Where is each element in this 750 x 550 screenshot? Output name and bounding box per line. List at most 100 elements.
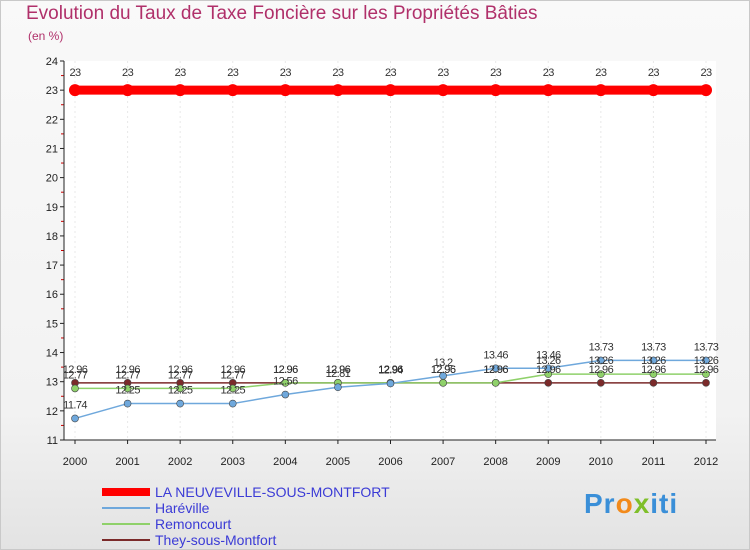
data-label: 23 bbox=[595, 67, 607, 79]
data-point bbox=[544, 379, 553, 387]
data-label: 23 bbox=[69, 67, 81, 79]
x-tick-label: 2011 bbox=[642, 456, 666, 468]
x-tick-label: 2006 bbox=[378, 456, 402, 468]
x-tick-label: 2002 bbox=[168, 456, 192, 468]
x-tick-label: 2003 bbox=[221, 456, 245, 468]
data-label: 12.96 bbox=[115, 364, 140, 376]
data-point bbox=[176, 399, 184, 408]
data-label: 23 bbox=[227, 67, 239, 79]
data-point bbox=[437, 84, 450, 97]
y-tick-label: 15 bbox=[46, 318, 58, 330]
y-tick-label: 13 bbox=[46, 377, 58, 389]
data-label: 13.73 bbox=[589, 341, 614, 353]
data-label: 11.74 bbox=[63, 399, 87, 411]
data-point bbox=[176, 384, 184, 393]
data-label: 23 bbox=[175, 67, 187, 79]
data-point bbox=[542, 84, 555, 97]
data-point bbox=[702, 370, 710, 378]
data-label: 12.56 bbox=[273, 376, 298, 388]
data-label: 12.94 bbox=[378, 364, 403, 376]
data-point bbox=[649, 356, 658, 365]
legend-label: Haréville bbox=[155, 500, 210, 516]
data-label: 13.26 bbox=[641, 355, 666, 367]
data-label: 13.26 bbox=[536, 355, 561, 367]
data-label: 12.96 bbox=[378, 364, 403, 376]
legend-label: They-sous-Montfort bbox=[155, 532, 277, 548]
x-tick-label: 2009 bbox=[536, 456, 560, 468]
data-point bbox=[439, 379, 447, 387]
data-label: 12.25 bbox=[168, 385, 193, 397]
data-label: 12.96 bbox=[63, 364, 88, 376]
data-point bbox=[281, 390, 290, 399]
data-point bbox=[228, 384, 237, 393]
legend-swatch bbox=[102, 507, 150, 509]
data-point bbox=[123, 399, 132, 408]
data-point bbox=[647, 84, 660, 97]
data-point bbox=[71, 414, 79, 423]
chart-title: Evolution du Taux de Taxe Foncière sur l… bbox=[26, 3, 538, 24]
data-point bbox=[71, 384, 79, 393]
data-point bbox=[334, 383, 342, 392]
legend-item: LA NEUVEVILLE-SOUS-MONTFORT bbox=[100, 484, 420, 500]
data-label: 23 bbox=[332, 67, 344, 79]
data-label: 12.96 bbox=[483, 364, 508, 376]
data-label: 12.96 bbox=[326, 364, 351, 376]
data-label: 12.77 bbox=[220, 369, 245, 381]
data-label: 12.77 bbox=[63, 369, 88, 381]
legend-swatch bbox=[102, 539, 150, 541]
legend-swatch bbox=[102, 523, 150, 525]
y-tick-label: 19 bbox=[46, 202, 58, 214]
data-point bbox=[386, 379, 395, 388]
data-point bbox=[700, 84, 712, 97]
data-label: 12.96 bbox=[273, 364, 298, 376]
data-point bbox=[491, 364, 500, 373]
legend: LA NEUVEVILLE-SOUS-MONTFORT Haréville Remo… bbox=[100, 484, 420, 548]
data-point bbox=[121, 84, 134, 97]
data-label: 12.96 bbox=[641, 364, 666, 376]
data-point bbox=[597, 356, 605, 365]
logo-part-3: x bbox=[633, 488, 651, 519]
data-point bbox=[439, 372, 447, 380]
data-label: 23 bbox=[385, 67, 397, 79]
legend-item: Haréville bbox=[100, 500, 420, 516]
data-point bbox=[226, 84, 239, 97]
data-point bbox=[597, 379, 605, 387]
data-point bbox=[279, 84, 292, 97]
y-axis-unit: (en %) bbox=[28, 29, 64, 43]
data-label: 12.96 bbox=[589, 364, 614, 376]
data-point bbox=[228, 399, 237, 408]
data-point bbox=[702, 356, 710, 365]
y-tick-label: 22 bbox=[46, 114, 58, 126]
legend-item: They-sous-Montfort bbox=[100, 532, 420, 548]
data-label: 12.77 bbox=[168, 369, 193, 381]
y-tick-label: 23 bbox=[46, 85, 58, 97]
data-label: 12.96 bbox=[431, 364, 456, 376]
data-point bbox=[384, 84, 397, 97]
data-point bbox=[702, 379, 710, 387]
data-label: 12.96 bbox=[431, 364, 456, 376]
logo-part-2: o bbox=[615, 488, 634, 519]
data-label: 12.96 bbox=[378, 364, 403, 376]
data-label: 12.96 bbox=[273, 364, 298, 376]
data-point bbox=[544, 364, 553, 373]
data-label: 12.96 bbox=[326, 364, 351, 376]
logo-part-4: iti bbox=[650, 488, 679, 519]
x-tick-label: 2010 bbox=[589, 456, 613, 468]
data-label: 23 bbox=[543, 67, 555, 79]
data-point bbox=[331, 84, 344, 97]
logo-part-1: Pr bbox=[584, 488, 616, 519]
legend-swatch bbox=[102, 488, 150, 496]
data-label: 12.81 bbox=[326, 368, 351, 380]
y-tick-label: 24 bbox=[46, 56, 58, 68]
data-label: 13.2 bbox=[434, 357, 453, 369]
y-tick-label: 18 bbox=[46, 231, 58, 243]
data-point bbox=[594, 84, 607, 97]
data-label: 23 bbox=[280, 67, 292, 79]
x-tick-label: 2008 bbox=[483, 456, 507, 468]
data-label: 13.46 bbox=[483, 349, 508, 361]
data-point bbox=[597, 370, 605, 378]
data-point bbox=[649, 370, 658, 378]
data-label: 12.25 bbox=[115, 385, 140, 397]
x-tick-label: 2000 bbox=[63, 456, 87, 468]
x-tick-label: 2012 bbox=[694, 456, 718, 468]
